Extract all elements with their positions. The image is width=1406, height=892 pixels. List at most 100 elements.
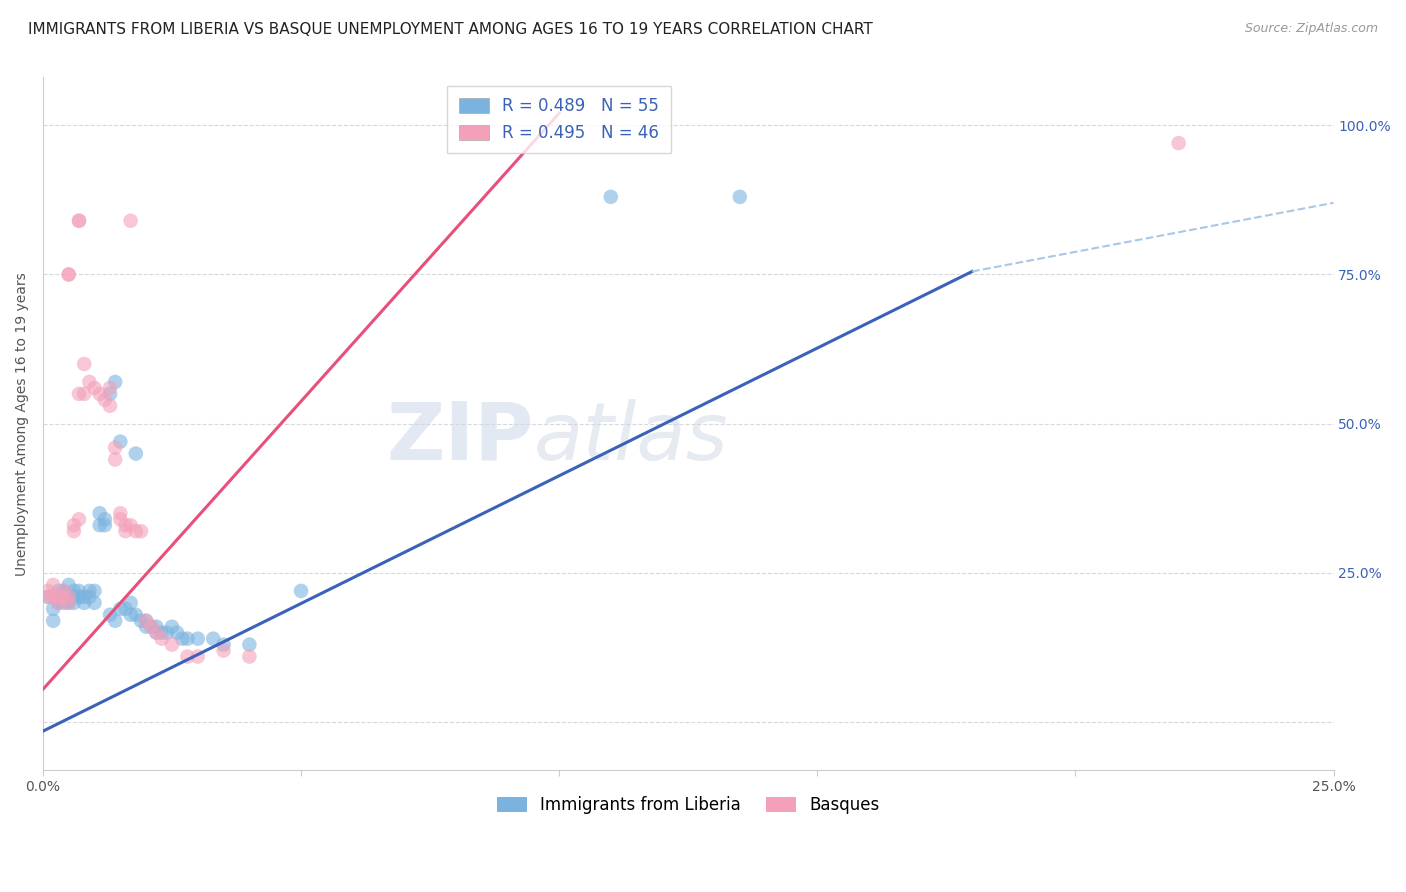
- Point: [212, 643, 235, 657]
- Point: [150, 625, 173, 640]
- Point: [63, 524, 86, 538]
- Point: [599, 190, 621, 204]
- Point: [98, 387, 121, 401]
- Point: [73, 387, 96, 401]
- Point: [135, 620, 157, 634]
- Point: [110, 506, 132, 520]
- Point: [63, 590, 86, 604]
- Point: [67, 590, 90, 604]
- Point: [135, 614, 157, 628]
- Point: [104, 452, 127, 467]
- Point: [37, 583, 59, 598]
- Point: [79, 375, 101, 389]
- Point: [89, 506, 111, 520]
- Point: [104, 375, 127, 389]
- Point: [79, 590, 101, 604]
- Point: [63, 596, 86, 610]
- Point: [52, 583, 75, 598]
- Point: [67, 583, 90, 598]
- Point: [52, 590, 75, 604]
- Point: [290, 583, 312, 598]
- Point: [202, 632, 225, 646]
- Point: [129, 524, 152, 538]
- Point: [114, 524, 136, 538]
- Point: [67, 213, 90, 227]
- Point: [104, 441, 127, 455]
- Point: [125, 524, 148, 538]
- Point: [238, 649, 260, 664]
- Point: [73, 596, 96, 610]
- Point: [120, 596, 142, 610]
- Point: [145, 620, 167, 634]
- Point: [145, 625, 167, 640]
- Point: [114, 518, 136, 533]
- Point: [58, 590, 80, 604]
- Point: [94, 512, 117, 526]
- Point: [145, 625, 167, 640]
- Point: [42, 578, 65, 592]
- Point: [1167, 136, 1189, 150]
- Point: [104, 614, 127, 628]
- Point: [172, 632, 194, 646]
- Point: [67, 512, 90, 526]
- Point: [141, 620, 163, 634]
- Point: [58, 268, 80, 282]
- Point: [79, 583, 101, 598]
- Point: [89, 387, 111, 401]
- Point: [48, 596, 70, 610]
- Point: [73, 357, 96, 371]
- Point: [98, 399, 121, 413]
- Point: [42, 614, 65, 628]
- Point: [212, 638, 235, 652]
- Point: [63, 518, 86, 533]
- Point: [52, 583, 75, 598]
- Point: [83, 596, 105, 610]
- Point: [110, 434, 132, 449]
- Point: [42, 602, 65, 616]
- Point: [83, 381, 105, 395]
- Text: atlas: atlas: [533, 399, 728, 476]
- Legend: Immigrants from Liberia, Basques: Immigrants from Liberia, Basques: [486, 786, 890, 824]
- Point: [48, 590, 70, 604]
- Point: [73, 590, 96, 604]
- Point: [98, 381, 121, 395]
- Point: [37, 590, 59, 604]
- Point: [37, 590, 59, 604]
- Point: [110, 512, 132, 526]
- Point: [125, 446, 148, 460]
- Point: [58, 596, 80, 610]
- Point: [42, 590, 65, 604]
- Point: [67, 387, 90, 401]
- Point: [120, 213, 142, 227]
- Point: [110, 602, 132, 616]
- Point: [187, 649, 209, 664]
- Point: [63, 583, 86, 598]
- Point: [156, 625, 179, 640]
- Point: [48, 583, 70, 598]
- Point: [129, 614, 152, 628]
- Point: [160, 638, 183, 652]
- Point: [89, 518, 111, 533]
- Point: [728, 190, 751, 204]
- Point: [58, 590, 80, 604]
- Point: [238, 638, 260, 652]
- Point: [135, 614, 157, 628]
- Point: [98, 607, 121, 622]
- Point: [176, 632, 198, 646]
- Y-axis label: Unemployment Among Ages 16 to 19 years: Unemployment Among Ages 16 to 19 years: [15, 272, 30, 575]
- Point: [52, 596, 75, 610]
- Point: [160, 620, 183, 634]
- Text: Source: ZipAtlas.com: Source: ZipAtlas.com: [1244, 22, 1378, 36]
- Point: [94, 518, 117, 533]
- Point: [166, 625, 188, 640]
- Point: [187, 632, 209, 646]
- Point: [83, 583, 105, 598]
- Point: [48, 596, 70, 610]
- Text: ZIP: ZIP: [387, 399, 533, 476]
- Point: [120, 607, 142, 622]
- Point: [58, 596, 80, 610]
- Point: [58, 578, 80, 592]
- Point: [58, 268, 80, 282]
- Point: [125, 607, 148, 622]
- Point: [141, 620, 163, 634]
